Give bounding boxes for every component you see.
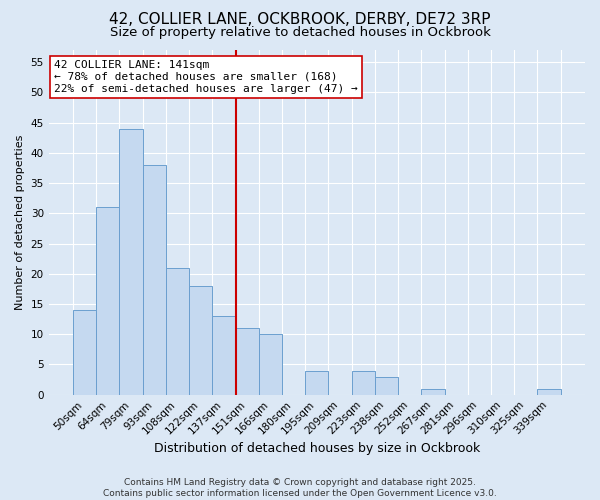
Text: 42, COLLIER LANE, OCKBROOK, DERBY, DE72 3RP: 42, COLLIER LANE, OCKBROOK, DERBY, DE72 … [109, 12, 491, 28]
Bar [538, 388, 560, 394]
Bar [166, 268, 189, 394]
Bar [236, 328, 259, 394]
X-axis label: Distribution of detached houses by size in Ockbrook: Distribution of detached houses by size … [154, 442, 480, 455]
Bar [143, 165, 166, 394]
Y-axis label: Number of detached properties: Number of detached properties [15, 134, 25, 310]
Bar [189, 286, 212, 395]
Bar [352, 370, 375, 394]
Bar [73, 310, 96, 394]
Bar [421, 388, 445, 394]
Text: Size of property relative to detached houses in Ockbrook: Size of property relative to detached ho… [110, 26, 490, 39]
Bar [305, 370, 328, 394]
Bar [96, 207, 119, 394]
Bar [375, 376, 398, 394]
Text: Contains HM Land Registry data © Crown copyright and database right 2025.
Contai: Contains HM Land Registry data © Crown c… [103, 478, 497, 498]
Bar [259, 334, 282, 394]
Bar [119, 128, 143, 394]
Text: 42 COLLIER LANE: 141sqm
← 78% of detached houses are smaller (168)
22% of semi-d: 42 COLLIER LANE: 141sqm ← 78% of detache… [54, 60, 358, 94]
Bar [212, 316, 236, 394]
